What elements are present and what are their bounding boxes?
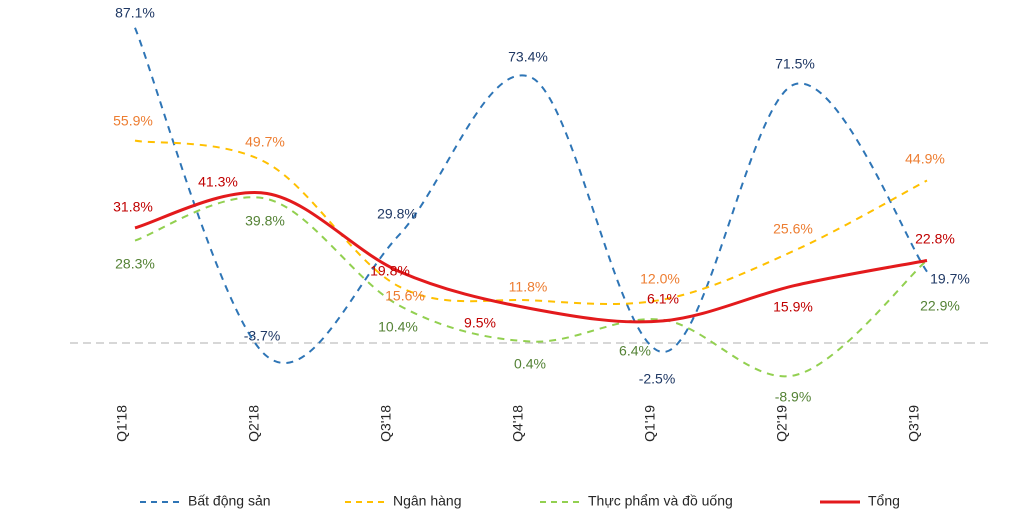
- x-tick-label: Q3'19: [906, 405, 922, 442]
- data-label: -2.5%: [639, 371, 676, 387]
- x-tick-label: Q2'19: [774, 405, 790, 442]
- data-label: -3.7%: [244, 328, 281, 344]
- series-line: [134, 27, 928, 365]
- legend-label: Bất động sản: [188, 493, 271, 509]
- data-label: 15.9%: [773, 299, 813, 315]
- data-label: 22.9%: [920, 298, 960, 314]
- data-label: 55.9%: [113, 113, 153, 129]
- data-label: 73.4%: [508, 49, 548, 65]
- data-label: 39.8%: [245, 213, 285, 229]
- data-label: 0.4%: [514, 356, 546, 372]
- series-line: [134, 196, 928, 378]
- legend-label: Thực phẩm và đồ uống: [588, 493, 733, 509]
- data-label: 87.1%: [115, 5, 155, 21]
- data-label: 6.1%: [647, 291, 679, 307]
- data-label: 10.4%: [378, 319, 418, 335]
- data-label: 44.9%: [905, 151, 945, 167]
- series-line: [134, 191, 928, 324]
- x-tick-label: Q1'18: [114, 405, 130, 442]
- x-tick-label: Q3'18: [378, 405, 394, 442]
- data-label: 41.3%: [198, 174, 238, 190]
- legend-label: Tổng: [868, 493, 900, 509]
- data-label: 71.5%: [775, 56, 815, 72]
- data-label: 19.7%: [930, 271, 970, 287]
- data-label: 9.5%: [464, 315, 496, 331]
- data-label: -8.9%: [775, 389, 812, 405]
- legend-label: Ngân hàng: [393, 493, 462, 509]
- x-tick-label: Q1'19: [642, 405, 658, 442]
- data-label: 31.8%: [113, 199, 153, 215]
- series-line: [134, 139, 928, 306]
- data-label: 49.7%: [245, 134, 285, 150]
- data-label: 12.0%: [640, 271, 680, 287]
- data-label: 25.6%: [773, 221, 813, 237]
- data-label: 6.4%: [619, 343, 651, 359]
- data-label: 15.6%: [385, 288, 425, 304]
- x-tick-label: Q2'18: [246, 405, 262, 442]
- data-label: 28.3%: [115, 256, 155, 272]
- data-label: 22.8%: [915, 231, 955, 247]
- data-label: 19.8%: [370, 263, 410, 279]
- data-label: 11.8%: [509, 279, 548, 295]
- data-label: 29.8%: [377, 206, 417, 222]
- x-tick-label: Q4'18: [510, 405, 526, 442]
